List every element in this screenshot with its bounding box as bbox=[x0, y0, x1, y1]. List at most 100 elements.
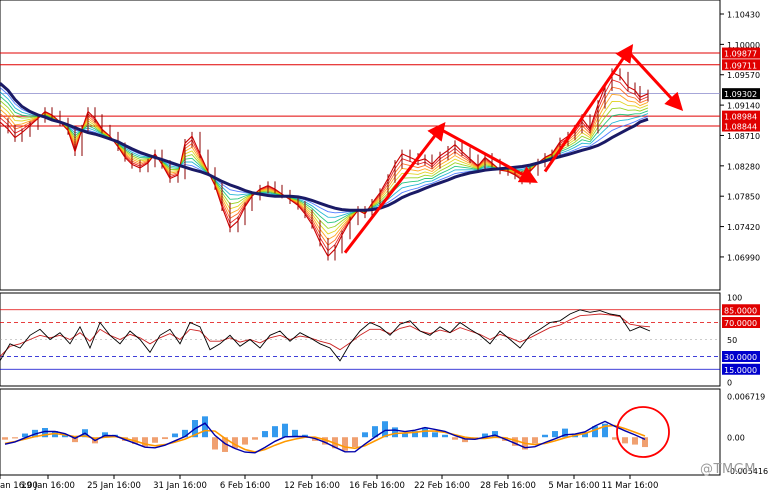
macd-histogram-bar bbox=[182, 429, 188, 438]
macd-histogram-bar bbox=[142, 437, 148, 447]
macd-histogram-bar bbox=[452, 437, 458, 440]
macd-histogram-bar bbox=[172, 433, 178, 438]
macd-histogram-bar bbox=[532, 437, 538, 444]
x-tick-label: an 16:00 bbox=[0, 481, 38, 491]
macd-signal-line bbox=[4, 424, 646, 453]
macd-histogram-bar bbox=[22, 433, 28, 438]
oscillator-tick-label: 0 bbox=[727, 379, 732, 388]
price-level-badge bbox=[722, 47, 760, 59]
macd-histogram-bar bbox=[582, 432, 588, 438]
macd-histogram-bar bbox=[362, 432, 368, 438]
macd-histogram-bar bbox=[242, 437, 248, 445]
x-tick-label: 12 Feb 16:00 bbox=[284, 481, 340, 491]
macd-histogram-bar bbox=[462, 437, 468, 443]
macd-histogram-bar bbox=[232, 437, 238, 449]
trend-arrow bbox=[343, 121, 446, 254]
oscillator-level-label: 85.0000 bbox=[724, 306, 757, 315]
oscillator-level-label: 15.0000 bbox=[724, 366, 757, 375]
x-tick-label: 31 Jan 16:00 bbox=[153, 481, 207, 491]
macd-histogram-bar bbox=[212, 437, 218, 450]
macd-histogram-bar bbox=[422, 427, 428, 438]
price-tick-label: 1.09570 bbox=[727, 71, 760, 80]
highlight-circle bbox=[616, 406, 670, 458]
macd-histogram-bar bbox=[492, 431, 498, 438]
oscillator-tick-label: 100 bbox=[727, 294, 742, 303]
macd-panel-frame bbox=[0, 388, 721, 476]
macd-histogram-bar bbox=[442, 434, 448, 438]
price-level-label: 1.08844 bbox=[724, 123, 757, 132]
x-tick-label: 6 Feb 16:00 bbox=[220, 481, 270, 491]
macd-histogram-bar bbox=[342, 437, 348, 451]
price-level-badge bbox=[722, 59, 760, 71]
macd-histogram-bar bbox=[512, 437, 518, 446]
macd-histogram-bar bbox=[642, 437, 648, 448]
price-panel-frame bbox=[0, 0, 721, 291]
macd-line bbox=[4, 420, 646, 454]
oscillator-level-badge bbox=[722, 304, 760, 316]
macd-histogram-bar bbox=[272, 426, 278, 438]
macd-tick-label: 0.006719 bbox=[727, 392, 765, 401]
macd-histogram-bar bbox=[102, 432, 108, 438]
price-tick-label: 1.08280 bbox=[727, 162, 760, 171]
price-level-badge bbox=[722, 88, 760, 100]
macd-histogram-bar bbox=[152, 437, 158, 443]
price-level-badge bbox=[722, 120, 760, 132]
oscillator-main-line bbox=[0, 309, 651, 362]
oscillator-level-badge bbox=[722, 363, 760, 375]
macd-histogram-bar bbox=[372, 426, 378, 438]
macd-histogram-bar bbox=[2, 437, 8, 440]
trend-arrow bbox=[626, 50, 684, 112]
macd-histogram-bar bbox=[562, 428, 568, 438]
x-tick-label: 11 Mar 16:00 bbox=[602, 481, 659, 491]
macd-histogram-bar bbox=[392, 427, 398, 438]
price-level-label: 1.08984 bbox=[724, 113, 757, 122]
macd-histogram-bar bbox=[222, 437, 228, 452]
trend-arrow bbox=[439, 127, 538, 183]
macd-histogram-bar bbox=[202, 416, 208, 438]
x-tick-label: 22 Feb 16:00 bbox=[414, 481, 470, 491]
price-tick-label: 1.10000 bbox=[727, 41, 760, 50]
x-tick-label: 25 Jan 16:00 bbox=[87, 481, 141, 491]
price-level-label: 1.09302 bbox=[724, 90, 757, 99]
price-close-line bbox=[0, 71, 649, 258]
macd-histogram-bar bbox=[12, 437, 18, 439]
x-tick-label: 5 Mar 16:00 bbox=[548, 481, 599, 491]
x-tick-label: 28 Feb 16:00 bbox=[480, 481, 536, 491]
macd-histogram-bar bbox=[162, 437, 168, 440]
macd-histogram-bar bbox=[72, 437, 78, 443]
price-tick-label: 1.07420 bbox=[727, 223, 760, 232]
macd-histogram-bar bbox=[262, 431, 268, 438]
macd-histogram-bar bbox=[622, 437, 628, 444]
price-tick-label: 1.06990 bbox=[727, 253, 760, 262]
macd-histogram-bar bbox=[412, 431, 418, 438]
oscillator-level-label: 30.0000 bbox=[724, 353, 757, 362]
macd-histogram-bar bbox=[292, 429, 298, 438]
macd-histogram-bar bbox=[592, 426, 598, 438]
price-level-badge bbox=[722, 110, 760, 122]
macd-histogram-bar bbox=[62, 434, 68, 438]
trend-arrow bbox=[543, 44, 634, 173]
oscillator-level-badge bbox=[722, 317, 760, 328]
oscillator-level-label: 70.0000 bbox=[724, 319, 757, 328]
x-tick-label: 19 Jan 16:00 bbox=[21, 481, 75, 491]
macd-histogram-bar bbox=[382, 421, 388, 438]
price-level-label: 1.09711 bbox=[724, 61, 757, 70]
macd-tick-label: -0.005416 bbox=[727, 467, 768, 476]
oscillator-level-badge bbox=[722, 351, 760, 362]
macd-histogram-bar bbox=[552, 431, 558, 438]
macd-histogram-bar bbox=[612, 437, 618, 440]
brand-watermark: @TMGM bbox=[700, 462, 756, 477]
price-tick-label: 1.08710 bbox=[727, 132, 760, 141]
price-tick-label: 1.10430 bbox=[727, 11, 760, 20]
macd-histogram-bar bbox=[402, 433, 408, 438]
macd-tick-label: 0.00 bbox=[727, 434, 745, 443]
macd-histogram-bar bbox=[542, 434, 548, 438]
macd-histogram-bar bbox=[352, 437, 358, 448]
price-tick-label: 1.07850 bbox=[727, 193, 760, 202]
trend-moving-average bbox=[0, 82, 649, 212]
price-tick-label: 1.09140 bbox=[727, 102, 760, 111]
macd-histogram-bar bbox=[322, 437, 328, 445]
macd-histogram-bar bbox=[282, 423, 288, 438]
